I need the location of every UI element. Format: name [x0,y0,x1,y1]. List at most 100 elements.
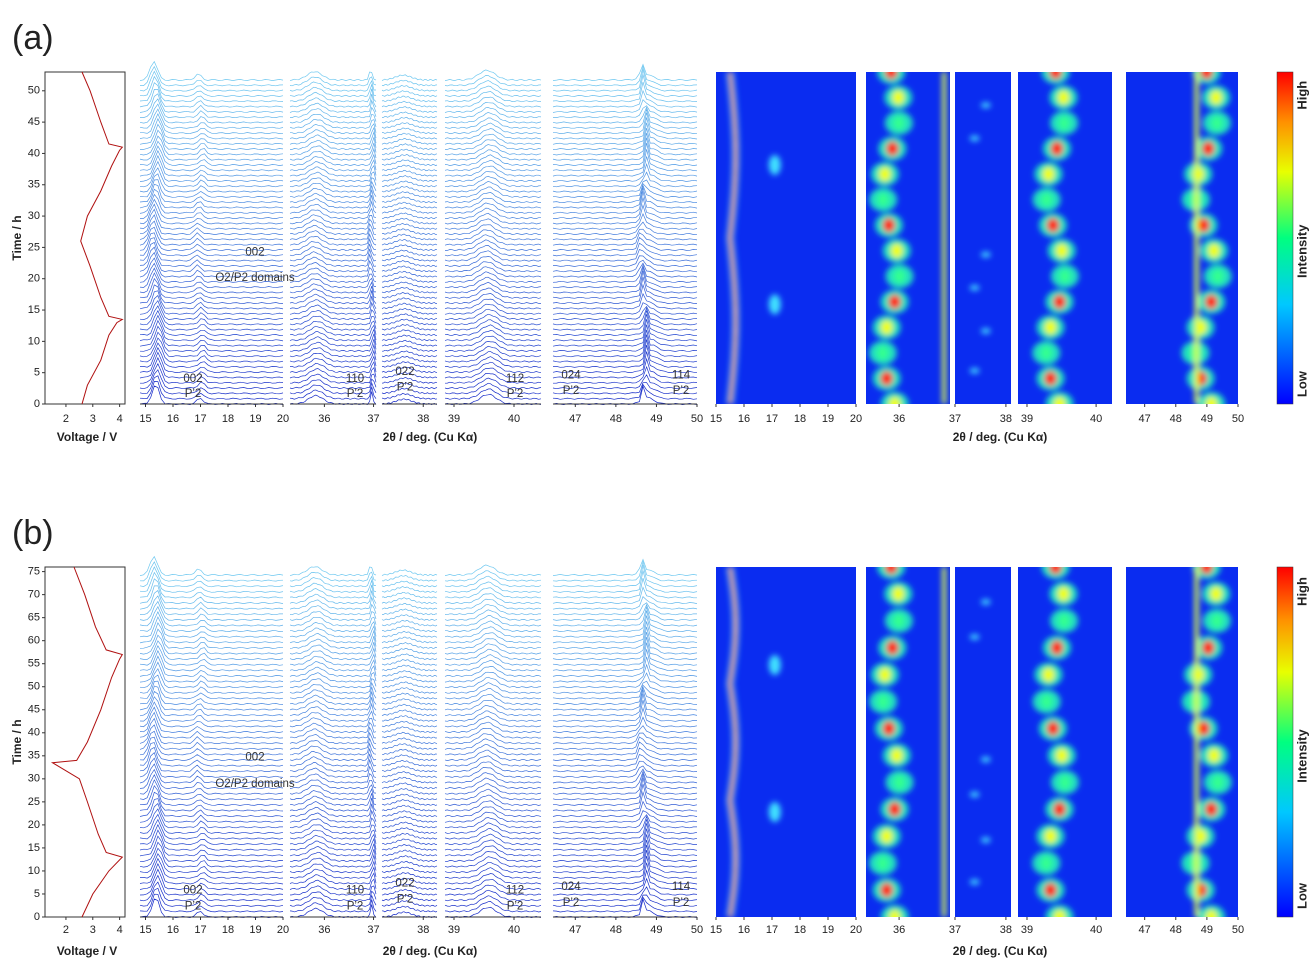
waterfall-trace [139,852,284,874]
waterfall-trace [444,828,542,840]
waterfall-trace [381,832,438,840]
x-tick-label: 40 [1090,413,1102,425]
waterfall-trace [444,367,542,379]
waterfall-trace [381,74,438,81]
waterfall-trace [444,218,542,230]
waterfall-trace [444,281,542,294]
waterfall-trace [552,99,698,113]
waterfall-trace [381,653,438,661]
waterfall-trace [552,649,698,672]
colorbar [1276,71,1294,405]
waterfall-trace [381,743,438,750]
waterfall-trace [444,861,542,874]
waterfall-trace [381,703,438,711]
x-tick-label: 37 [367,413,379,425]
waterfall-trace [444,372,542,384]
waterfall-trace [552,314,698,336]
y-tick-label: 45 [28,704,40,716]
waterfall-trace [552,122,698,145]
waterfall-trace [289,866,377,879]
x-tick-label: 4 [117,924,123,936]
waterfall-trace [139,774,284,795]
waterfall-trace [289,227,377,241]
waterfall-trace [552,89,698,108]
waterfall-trace [289,214,377,225]
waterfall-trace [381,788,438,795]
waterfall-window [381,569,438,918]
waterfall-trace [381,608,438,616]
waterfall-trace [444,388,542,400]
waterfall-trace [289,119,377,129]
waterfall-trace [552,183,698,198]
heatmap-blob [969,791,980,798]
x-tick-label: 18 [222,924,234,936]
waterfall-trace [552,603,698,621]
waterfall-trace [381,90,438,97]
heatmap-blob [885,72,898,79]
x-tick-label: 49 [1201,924,1213,936]
waterfall-trace [289,164,377,177]
waterfall-trace [139,757,284,778]
waterfall-trace [552,179,698,193]
waterfall-trace [139,214,284,235]
waterfall-trace [289,742,377,756]
waterfall-trace [381,175,438,182]
waterfall-trace [289,590,377,604]
peak-annotation: P’2 [347,388,364,400]
waterfall-trace [381,100,438,108]
heatmap-blob [1044,883,1057,898]
waterfall-trace [552,632,698,655]
waterfall-trace [552,760,698,773]
waterfall-trace [139,717,284,739]
waterfall-trace [552,768,698,784]
peak-annotation: 002 [245,752,264,764]
waterfall-trace [381,726,438,733]
waterfall-trace [289,584,377,599]
waterfall-trace [139,294,284,315]
waterfall-trace [289,83,377,97]
waterfall-trace [381,138,438,145]
x-axis-title: 2θ / deg. (Cu Kα) [953,430,1048,444]
waterfall-trace [139,257,284,278]
waterfall-trace [381,619,438,627]
peak-annotation: 114 [672,881,691,893]
waterfall-trace [552,564,698,588]
waterfall-trace [444,303,542,315]
waterfall-trace [552,642,698,666]
waterfall-trace [552,259,698,273]
waterfall-trace [444,676,542,689]
y-tick-label: 10 [28,335,40,347]
waterfall-trace [444,80,542,92]
heatmap-blob [969,135,980,142]
waterfall-trace [444,377,542,390]
panel-label: (b) [12,514,54,552]
waterfall-trace [289,386,377,400]
waterfall-trace [445,356,542,368]
waterfall-trace [139,93,284,113]
waterfall-trace [289,185,377,198]
y-tick-label: 55 [28,658,40,670]
waterfall-trace [444,638,542,649]
waterfall-trace [139,746,284,767]
waterfall-trace [552,570,698,593]
waterfall-trace [289,137,377,150]
heatmap-blob [882,218,895,233]
waterfall-trace [552,656,698,677]
heatmap-blob [892,613,905,628]
waterfall-trace [444,598,542,610]
x-tick-label: 15 [710,924,722,936]
waterfall-trace [552,212,698,230]
x-tick-label: 49 [650,924,662,936]
x-axis-title: Voltage / V [57,944,117,958]
heatmap-blob [969,367,980,374]
waterfall-trace [444,345,542,358]
waterfall-trace [444,250,542,262]
waterfall-trace [552,605,698,627]
waterfall-trace [445,239,542,251]
waterfall-trace [444,884,542,896]
waterfall-trace [381,580,438,588]
waterfall-trace [289,726,376,739]
waterfall-trace [444,615,542,627]
heatmap-blob [1205,397,1218,404]
waterfall-trace [381,748,438,756]
